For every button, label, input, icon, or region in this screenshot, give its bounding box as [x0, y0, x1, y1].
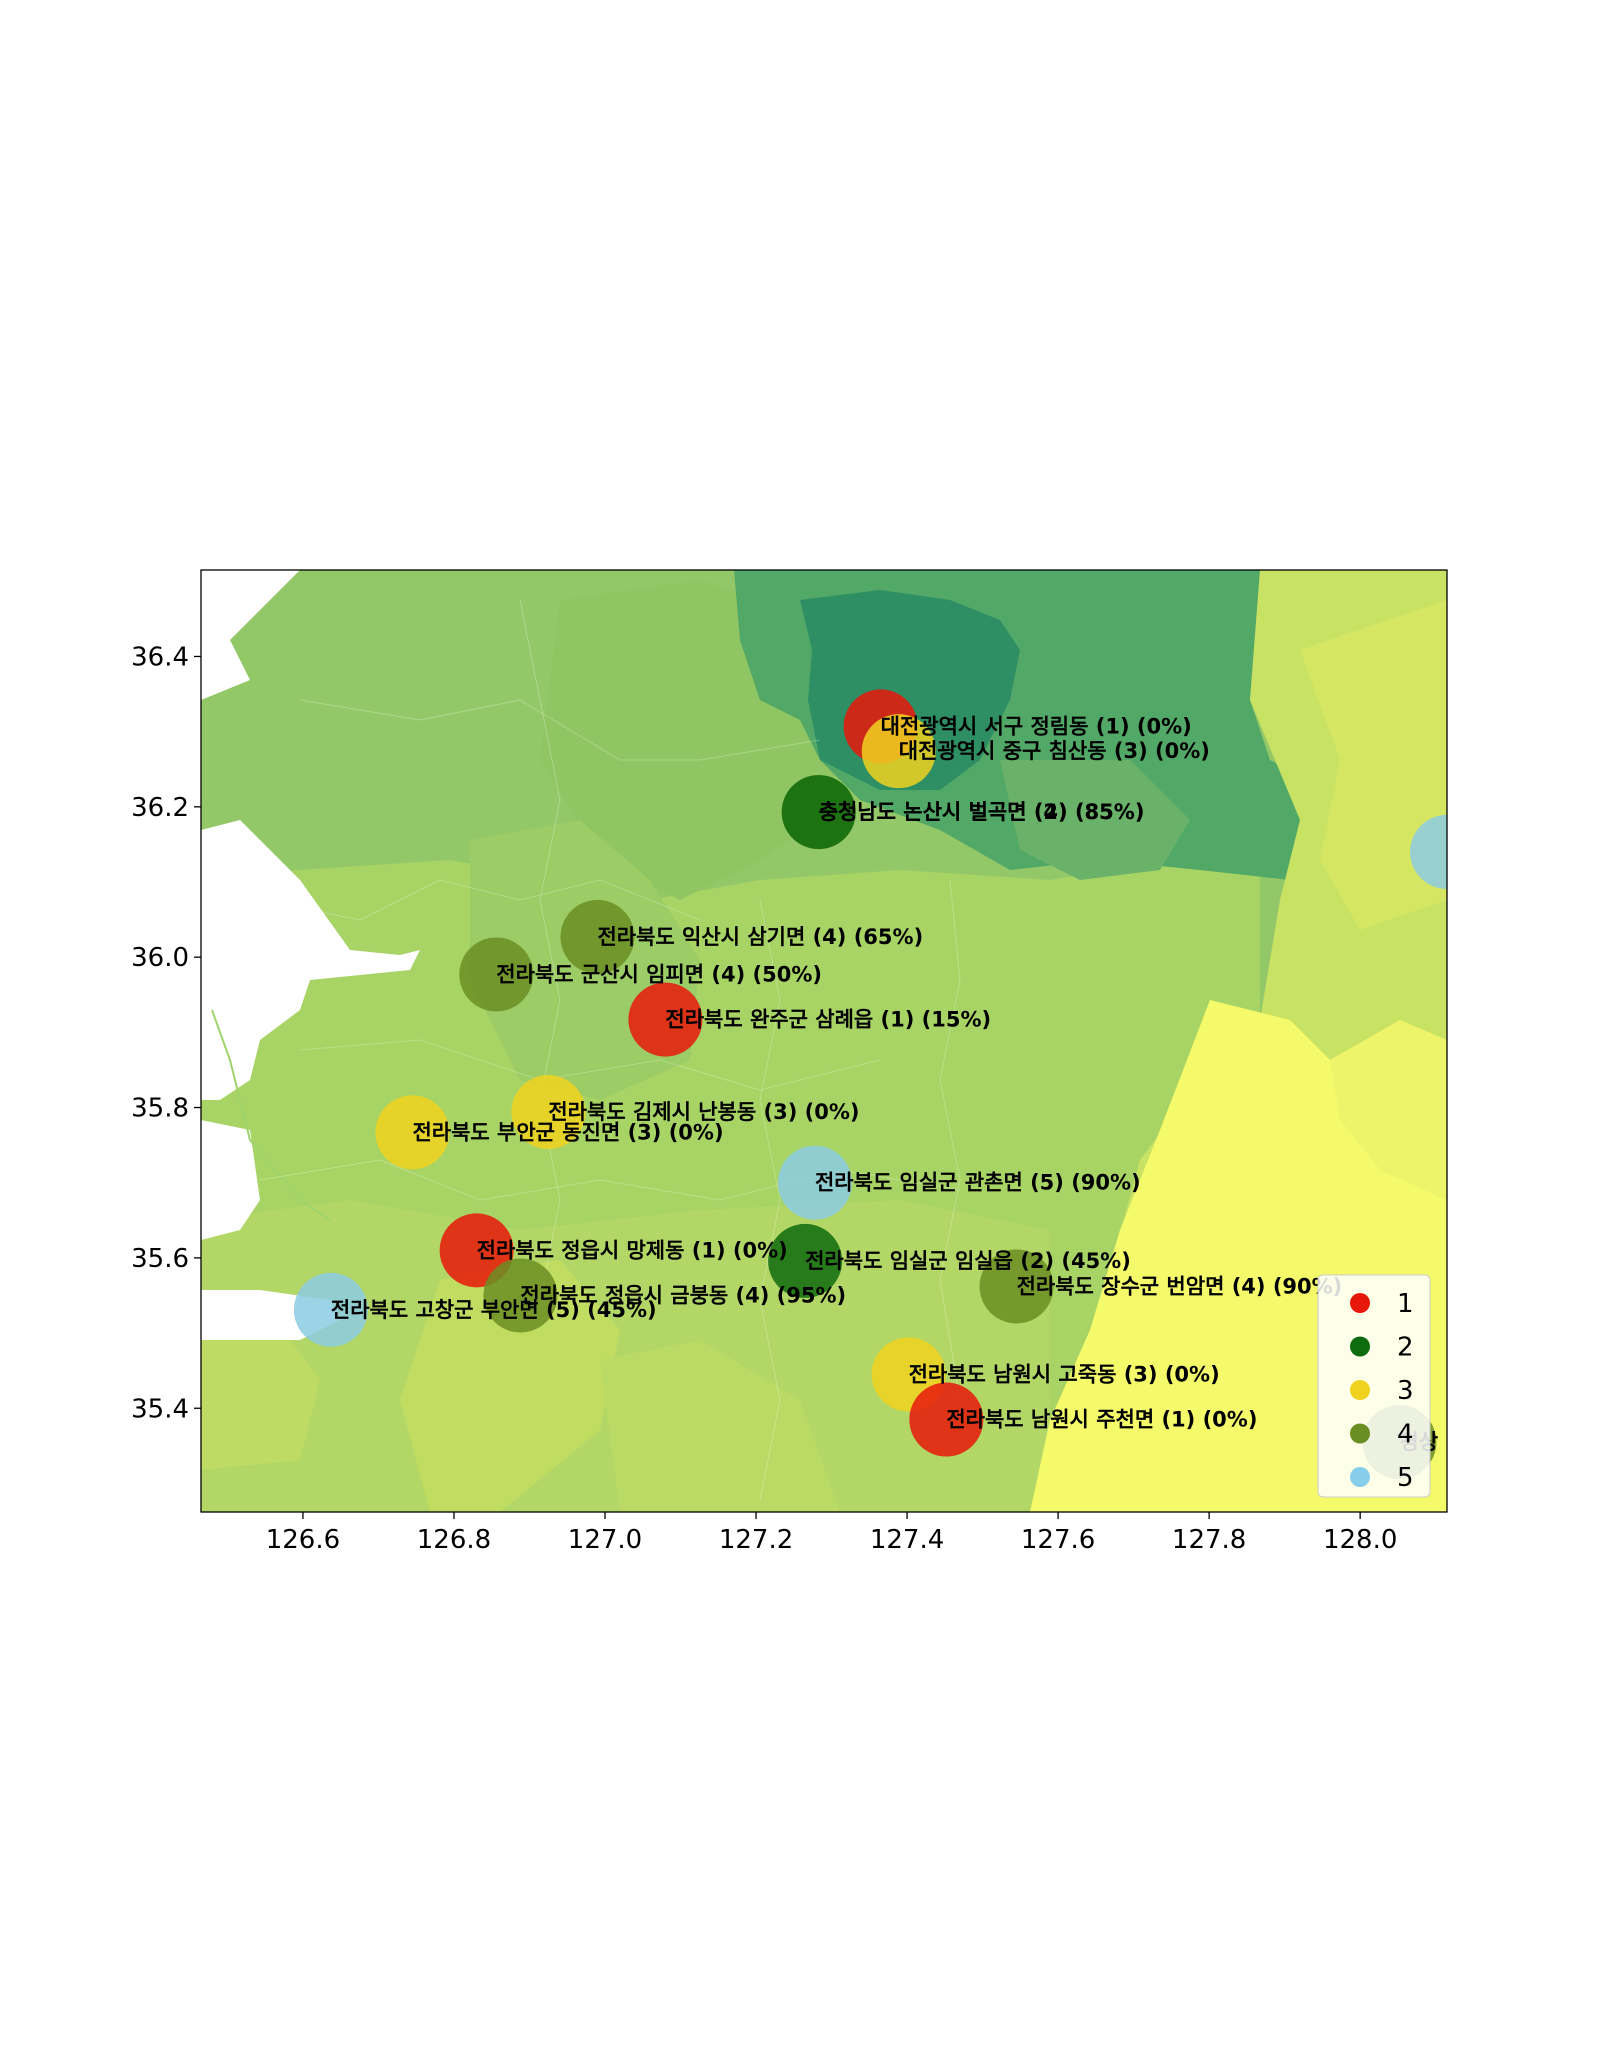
point-label: 전라북도 정읍시 망제동 (1) (0%) [477, 1238, 788, 1262]
legend-box [1317, 1274, 1431, 1498]
map-point-cat-4 [459, 937, 534, 1012]
plot-frame [200, 569, 1448, 1513]
map-point-cat-3 [511, 1075, 586, 1150]
map-point-cat-4 [483, 1258, 558, 1333]
y-tick-label: 35.8 [131, 1094, 189, 1124]
legend-label: 2 [1397, 1333, 1414, 1363]
map-point-cat-2 [781, 775, 856, 850]
legend-label: 5 [1397, 1463, 1414, 1493]
legend-label: 1 [1397, 1289, 1414, 1319]
point-label: 전라북도 완주군 삼례읍 (1) (15%) [665, 1008, 991, 1032]
legend-marker-4 [1350, 1423, 1370, 1444]
map-background [201, 570, 1447, 1512]
point-label: 전라북도 익산시 삼기면 (4) (65%) [597, 925, 923, 949]
legend-marker-3 [1350, 1380, 1370, 1400]
legend-marker-1 [1350, 1293, 1370, 1313]
point-label: 전라북도 장수군 번암면 (4) (90%) [1017, 1274, 1343, 1298]
map-point-cat-5 [777, 1145, 852, 1220]
legend: 1 2 3 4 5 [1317, 1274, 1431, 1498]
point-label: 전라북도 군산시 임피면 (4) (50%) [496, 962, 822, 986]
x-tick-label: 127.4 [870, 1525, 944, 1555]
x-tick-label: 126.8 [417, 1525, 491, 1555]
legend-marker-2 [1350, 1336, 1370, 1357]
y-tick-label: 36.2 [131, 793, 189, 823]
point-label: 전라북도 남원시 고죽동 (3) (0%) [909, 1362, 1220, 1386]
point-label: 전라북도 임실군 관촌면 (5) (90%) [815, 1171, 1141, 1195]
x-tick-label: 127.6 [1021, 1525, 1095, 1555]
x-tick-label: 127.2 [719, 1525, 793, 1555]
point-label: 전라북도 김제시 난봉동 (3) (0%) [548, 1100, 859, 1124]
point-label: 전라북도 부안군 동진면 (3) (0%) [412, 1120, 723, 1144]
point-label: 전라북도 정읍시 금붕동 (4) (95%) [520, 1283, 846, 1307]
label-layer: 대전광역시 서구 정림동 (1) (0%)대전광역시 중구 침산동 (3) (0… [331, 714, 1438, 1454]
map-point-cat-1 [909, 1382, 984, 1457]
map-point-cat-5 [293, 1272, 368, 1347]
map-point-cat-1 [628, 982, 703, 1057]
point-label: 전라북도 고창군 부안면 (5) (45%) [331, 1298, 657, 1322]
map-point-cat-5 [1410, 814, 1447, 889]
map-point-cat-4 [979, 1249, 1054, 1324]
y-tick-label: 36.4 [131, 642, 189, 672]
map-point-cat-2 [768, 1223, 843, 1298]
map-point-cat-3 [375, 1095, 450, 1170]
point-label: 대전광역시 서구 정림동 (1) (0%) [881, 714, 1192, 738]
x-tick-label: 127.8 [1172, 1525, 1246, 1555]
x-tick-label: 127.0 [568, 1525, 642, 1555]
point-label: 전라북도 임실군 임실읍 (2) (45%) [805, 1249, 1131, 1273]
map-point-cat-4 [560, 899, 635, 974]
point-label: 충청남도 논산시 벌곡면 (4) (85%) [819, 800, 1145, 824]
x-tick-label: 126.6 [266, 1525, 340, 1555]
y-axis: 35.4 35.6 35.8 36.0 36.2 36.4 [131, 642, 201, 1424]
x-axis: 126.6 126.8 127.0 127.2 127.4 127.6 127.8 128.0 [266, 1512, 1397, 1555]
x-tick-label: 128.0 [1323, 1525, 1397, 1555]
legend-label: 3 [1397, 1376, 1414, 1406]
y-tick-label: 36.0 [131, 943, 189, 973]
point-label: 전라북도 남원시 주천면 (1) (0%) [946, 1408, 1257, 1432]
legend-label: 4 [1397, 1420, 1414, 1450]
point-label: 대전광역시 중구 침산동 (3) (0%) [899, 739, 1210, 763]
y-tick-label: 35.4 [131, 1394, 189, 1424]
legend-marker-5 [1350, 1467, 1370, 1487]
y-tick-label: 35.6 [131, 1244, 189, 1274]
map-point-cat-3 [861, 714, 936, 789]
point-label: 충청남도 논산시 벌곡면 (2) (85%) [819, 800, 1145, 824]
